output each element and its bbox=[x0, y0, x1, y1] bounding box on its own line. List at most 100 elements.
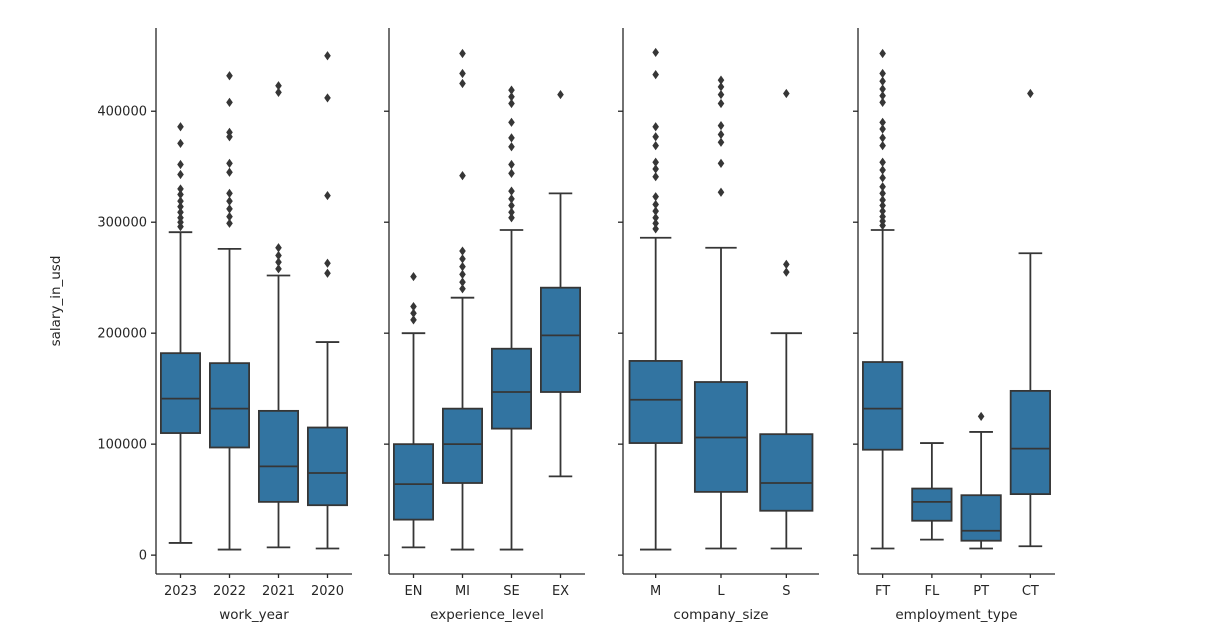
outlier-marker bbox=[879, 200, 886, 211]
outlier-marker bbox=[177, 184, 184, 194]
iqr-box bbox=[628, 360, 683, 444]
outlier-marker bbox=[879, 206, 886, 216]
outlier-marker bbox=[717, 82, 725, 92]
x-tick-label: SE bbox=[503, 584, 519, 599]
iqr-box bbox=[960, 494, 1002, 542]
x-tick-label: FT bbox=[875, 584, 890, 599]
outlier-marker bbox=[275, 257, 282, 267]
outlier-marker bbox=[652, 206, 659, 216]
x-tick-label: 2020 bbox=[311, 584, 344, 599]
box-CT bbox=[1009, 88, 1051, 548]
outlier-marker bbox=[879, 212, 886, 222]
outlier-marker bbox=[508, 85, 515, 95]
box-S bbox=[759, 88, 814, 550]
y-tick-label: 400000 bbox=[97, 105, 147, 120]
outlier-marker bbox=[717, 75, 725, 85]
box-MI bbox=[441, 48, 483, 551]
outlier-marker bbox=[652, 70, 659, 80]
x-tick-label: M bbox=[650, 584, 661, 599]
outlier-marker bbox=[410, 315, 417, 325]
iqr-box bbox=[306, 426, 348, 507]
outlier-marker bbox=[226, 97, 233, 107]
x-axis-label: work_year bbox=[219, 607, 289, 623]
outlier-marker bbox=[226, 212, 233, 222]
outlier-marker bbox=[459, 254, 466, 264]
outlier-marker bbox=[717, 121, 725, 131]
outlier-marker bbox=[508, 207, 515, 217]
outlier-marker bbox=[508, 168, 515, 178]
outlier-marker bbox=[324, 268, 331, 278]
outlier-marker bbox=[226, 196, 233, 206]
outlier-marker bbox=[177, 196, 184, 206]
outlier-marker bbox=[508, 142, 515, 152]
outlier-marker bbox=[879, 133, 886, 143]
iqr-box bbox=[208, 362, 250, 449]
outlier-marker bbox=[879, 188, 886, 198]
outlier-marker bbox=[652, 218, 659, 228]
iqr-box bbox=[1009, 389, 1051, 495]
outlier-marker bbox=[717, 89, 725, 100]
outlier-marker bbox=[459, 78, 466, 89]
box-L bbox=[693, 75, 749, 550]
outlier-marker bbox=[177, 189, 184, 200]
outlier-marker bbox=[879, 48, 886, 59]
box-EX bbox=[540, 89, 582, 478]
x-tick-label: S bbox=[782, 584, 790, 599]
outlier-marker bbox=[879, 76, 886, 86]
outlier-marker bbox=[879, 195, 886, 205]
outlier-marker bbox=[226, 188, 233, 198]
iqr-box bbox=[759, 433, 814, 512]
outlier-marker bbox=[652, 192, 659, 202]
outlier-marker bbox=[879, 157, 886, 167]
outlier-marker bbox=[879, 182, 886, 192]
outlier-marker bbox=[508, 194, 515, 204]
outlier-marker bbox=[508, 98, 515, 109]
outlier-marker bbox=[652, 199, 659, 210]
outlier-marker bbox=[508, 186, 515, 196]
outlier-marker bbox=[459, 246, 466, 256]
outlier-marker bbox=[652, 141, 659, 151]
outlier-marker bbox=[459, 170, 466, 181]
outlier-marker bbox=[275, 87, 282, 97]
subplot-work_year: 0 100000 200000 300000 400000 2023 2022 2021 202… bbox=[48, 28, 352, 623]
outlier-marker bbox=[508, 133, 515, 143]
outlier-marker bbox=[177, 207, 184, 217]
y-tick-label: 0 bbox=[139, 549, 147, 564]
x-axis-label: company_size bbox=[673, 607, 768, 623]
outlier-marker bbox=[879, 91, 886, 101]
outlier-marker bbox=[226, 204, 233, 214]
outlier-marker bbox=[652, 132, 659, 142]
iqr-box bbox=[540, 286, 582, 393]
iqr-box bbox=[159, 352, 201, 434]
outlier-marker bbox=[879, 117, 886, 127]
outlier-marker bbox=[275, 243, 282, 253]
outlier-marker bbox=[652, 122, 659, 132]
outlier-marker bbox=[226, 127, 233, 137]
box-PT bbox=[960, 411, 1002, 550]
box-SE bbox=[490, 85, 532, 551]
outlier-marker bbox=[410, 271, 417, 282]
outlier-marker bbox=[652, 164, 659, 174]
outlier-marker bbox=[879, 173, 886, 183]
iqr-box bbox=[257, 409, 299, 503]
outlier-marker bbox=[324, 258, 331, 268]
y-axis-label: salary_in_usd bbox=[48, 256, 64, 347]
x-tick-label: 2021 bbox=[262, 584, 295, 599]
x-axis-label: employment_type bbox=[895, 607, 1017, 623]
box-2020 bbox=[306, 51, 348, 550]
outlier-marker bbox=[459, 48, 466, 59]
outlier-marker bbox=[177, 213, 184, 223]
x-tick-label: CT bbox=[1022, 584, 1039, 599]
box-FT bbox=[862, 48, 904, 550]
box-M bbox=[628, 47, 683, 551]
box-EN bbox=[392, 271, 434, 549]
outlier-marker bbox=[879, 165, 886, 175]
outlier-marker bbox=[459, 277, 466, 287]
outlier-marker bbox=[226, 167, 233, 177]
x-tick-label: 2022 bbox=[213, 584, 246, 599]
outlier-marker bbox=[410, 301, 417, 312]
x-tick-label: EX bbox=[552, 584, 569, 599]
outlier-marker bbox=[508, 213, 515, 223]
